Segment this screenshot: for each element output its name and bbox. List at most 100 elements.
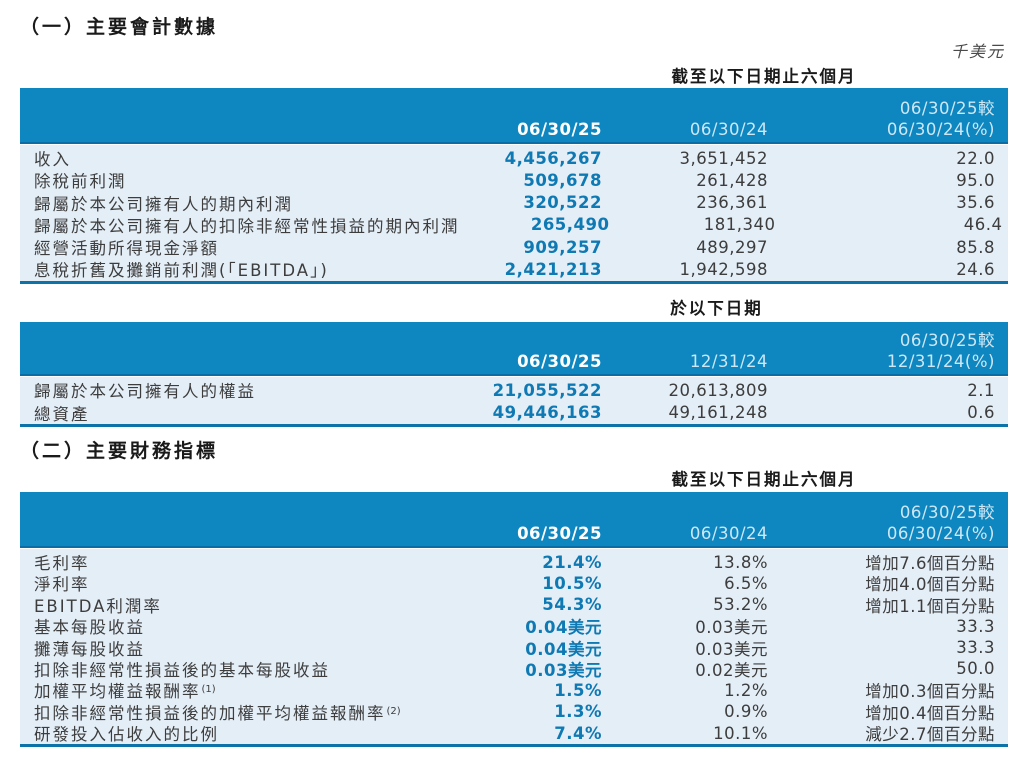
accounting-data-table: 06/30/25較 06/30/25 06/30/24 06/30/24(%) … bbox=[20, 88, 1008, 284]
row-label: 毛利率 bbox=[34, 550, 452, 574]
value-change: 2.1 bbox=[967, 380, 995, 400]
table-row: EBITDA利潤率 54.3% 53.2% 增加1.1個百分點 bbox=[34, 593, 995, 617]
row-label-text: 歸屬於本公司擁有人的扣除非經常性損益的期內利潤 bbox=[34, 216, 460, 236]
row-label-text: 經營活動所得現金淨額 bbox=[34, 239, 219, 259]
row-label: 除稅前利潤 bbox=[34, 168, 452, 192]
row-label-text: 歸屬於本公司擁有人的期內利潤 bbox=[34, 194, 293, 214]
row-label: 基本每股收益 bbox=[34, 614, 452, 638]
value-current: 7.4% bbox=[554, 723, 602, 743]
row-label: 歸屬於本公司擁有人的權益 bbox=[34, 378, 452, 402]
value-change: 46.4 bbox=[963, 215, 1003, 235]
header-change-line1: 06/30/25較 bbox=[899, 503, 995, 522]
header-row-2: 06/30/25 12/31/24 12/31/24(%) bbox=[34, 350, 995, 373]
value-prior: 20,613,809 bbox=[668, 380, 768, 400]
value-current: 10.5% bbox=[542, 573, 602, 593]
table-row: 研發投入佔收入的比例 7.4% 10.1% 減少2.7個百分點 bbox=[34, 721, 995, 745]
section-1-heading: （一）主要會計數據 bbox=[20, 16, 219, 38]
value-current: 0.04美元 bbox=[525, 618, 602, 638]
row-label-text: 除稅前利潤 bbox=[34, 172, 127, 192]
row-label-text: EBITDA利潤率 bbox=[34, 596, 162, 616]
value-change: 增加4.0個百分點 bbox=[865, 575, 995, 595]
row-label: 攤薄每股收益 bbox=[34, 636, 452, 660]
row-label: EBITDA利潤率 bbox=[34, 593, 452, 617]
value-change: 24.6 bbox=[956, 259, 995, 279]
header-row-1: 06/30/25較 bbox=[34, 327, 995, 350]
value-prior: 0.9% bbox=[724, 702, 768, 722]
header-row-1: 06/30/25較 bbox=[34, 95, 995, 118]
row-label-text: 加權平均權益報酬率 bbox=[34, 682, 201, 702]
value-prior: 489,297 bbox=[696, 237, 768, 257]
value-change: 增加1.1個百分點 bbox=[865, 596, 995, 616]
table3-body: 毛利率 21.4% 13.8% 增加7.6個百分點 淨利率 10.5% 6.5% 增加4.0個… bbox=[20, 549, 1008, 747]
header-row-2: 06/30/25 06/30/24 06/30/24(%) bbox=[34, 522, 995, 545]
value-current: 1.3% bbox=[554, 702, 602, 722]
value-current: 509,678 bbox=[523, 170, 602, 190]
row-label-text: 基本每股收益 bbox=[34, 618, 145, 638]
footnote-marker: (1) bbox=[201, 684, 216, 696]
value-prior: 0.03美元 bbox=[695, 618, 768, 638]
header-prior-period: 06/30/24 bbox=[689, 524, 768, 543]
value-change: 增加7.6個百分點 bbox=[865, 554, 995, 573]
row-label: 加權平均權益報酬率(1) bbox=[34, 678, 452, 702]
financial-indicators-table: 06/30/25較 06/30/25 06/30/24 06/30/24(%) … bbox=[20, 492, 1008, 747]
row-label-text: 總資產 bbox=[34, 404, 90, 424]
table-row: 總資產 49,446,163 49,161,248 0.6 bbox=[34, 401, 995, 424]
header-current-period: 06/30/25 bbox=[517, 352, 602, 371]
value-change: 減少2.7個百分點 bbox=[865, 725, 995, 745]
table2-header: 06/30/25較 06/30/25 12/31/24 12/31/24(%) bbox=[20, 322, 1008, 376]
value-prior: 1.2% bbox=[724, 680, 768, 700]
value-change: 增加0.3個百分點 bbox=[865, 682, 995, 702]
table-row: 歸屬於本公司擁有人的扣除非經常性損益的期內利潤 265,490 181,340 46.… bbox=[34, 213, 1002, 237]
table-row: 扣除非經常性損益後的加權平均權益報酬率(2) 1.3% 0.9% 增加0.4個百分點 bbox=[34, 700, 995, 724]
value-current: 49,446,163 bbox=[492, 403, 602, 422]
table-row: 歸屬於本公司擁有人的權益 21,055,522 20,613,809 2.1 bbox=[34, 378, 995, 402]
value-prior: 3,651,452 bbox=[679, 148, 768, 168]
table-row: 息稅折舊及攤銷前利潤(「EBITDA」) 2,421,213 1,942,598 24… bbox=[34, 257, 995, 281]
row-label-text: 扣除非經常性損益後的基本每股收益 bbox=[34, 660, 330, 680]
value-prior: 1,942,598 bbox=[679, 259, 768, 279]
value-change: 85.8 bbox=[956, 237, 995, 257]
row-label: 經營活動所得現金淨額 bbox=[34, 235, 452, 259]
section-2-heading: （二）主要財務指標 bbox=[20, 440, 219, 462]
value-current: 0.04美元 bbox=[525, 639, 602, 659]
value-current: 21.4% bbox=[542, 552, 602, 572]
row-label-text: 息稅折舊及攤銷前利潤(「EBITDA」) bbox=[34, 261, 329, 281]
header-change-line2: 06/30/24(%) bbox=[886, 524, 995, 543]
value-change: 0.6 bbox=[967, 403, 995, 422]
value-current: 1.5% bbox=[554, 680, 602, 700]
value-current: 4,456,267 bbox=[504, 148, 602, 168]
value-prior: 261,428 bbox=[696, 170, 768, 190]
header-row-2: 06/30/25 06/30/24 06/30/24(%) bbox=[34, 118, 995, 141]
value-current: 21,055,522 bbox=[492, 380, 602, 400]
table-row: 經營活動所得現金淨額 909,257 489,297 85.8 bbox=[34, 235, 995, 259]
unit-label: 千美元 bbox=[950, 42, 1005, 61]
value-current: 54.3% bbox=[542, 595, 602, 615]
value-change: 35.6 bbox=[956, 193, 995, 213]
header-current-period: 06/30/25 bbox=[517, 524, 602, 543]
table-row: 淨利率 10.5% 6.5% 增加4.0個百分點 bbox=[34, 571, 995, 595]
header-change-line2: 12/31/24(%) bbox=[886, 352, 995, 371]
row-label-text: 研發投入佔收入的比例 bbox=[34, 725, 219, 745]
value-change: 33.3 bbox=[956, 616, 995, 636]
value-change: 增加0.4個百分點 bbox=[865, 703, 995, 723]
row-label-text: 淨利率 bbox=[34, 575, 90, 595]
header-current-period: 06/30/25 bbox=[517, 120, 602, 139]
table1-body: 收入 4,456,267 3,651,452 22.0 除稅前利潤 509,678 261,… bbox=[20, 145, 1008, 284]
value-change: 22.0 bbox=[956, 148, 995, 168]
value-change: 50.0 bbox=[956, 659, 995, 679]
value-current: 909,257 bbox=[523, 237, 602, 257]
row-label: 歸屬於本公司擁有人的扣除非經常性損益的期內利潤 bbox=[34, 213, 460, 237]
header-prior-period: 12/31/24 bbox=[689, 352, 768, 371]
row-label: 收入 bbox=[34, 146, 452, 170]
value-current: 320,522 bbox=[523, 193, 602, 213]
value-change: 95.0 bbox=[956, 170, 995, 190]
header-change-line1: 06/30/25較 bbox=[899, 99, 995, 118]
row-label: 扣除非經常性損益後的加權平均權益報酬率(2) bbox=[34, 700, 452, 724]
table1-header: 06/30/25較 06/30/25 06/30/24 06/30/24(%) bbox=[20, 88, 1008, 144]
value-current: 0.03美元 bbox=[525, 660, 602, 680]
table-row: 加權平均權益報酬率(1) 1.5% 1.2% 增加0.3個百分點 bbox=[34, 678, 995, 702]
row-label: 淨利率 bbox=[34, 571, 452, 595]
value-prior: 0.03美元 bbox=[695, 639, 768, 659]
value-prior: 10.1% bbox=[713, 723, 768, 743]
